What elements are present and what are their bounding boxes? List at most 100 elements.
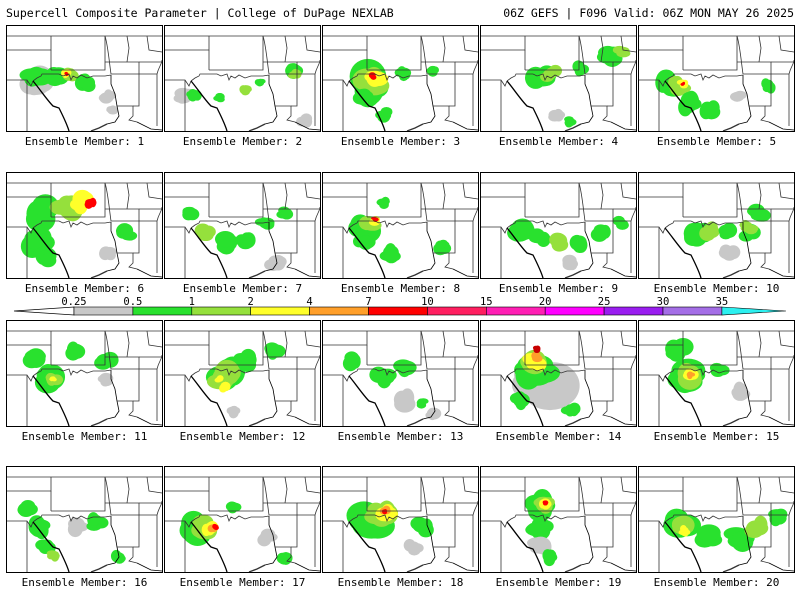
state-boundary-line (156, 59, 162, 75)
state-boundary-line (788, 354, 794, 370)
state-boundary-line (664, 80, 702, 131)
scp-contour-fill (97, 374, 111, 383)
scp-contour-fill (81, 80, 96, 92)
state-boundary-line (452, 416, 478, 426)
ensemble-map-panel (638, 466, 795, 573)
state-boundary-line (304, 182, 320, 200)
colorbar-tick-label: 15 (480, 297, 493, 308)
state-boundary-line (323, 79, 350, 87)
scp-contour-fill (352, 92, 366, 105)
scp-contour-fill (564, 118, 574, 128)
scp-field-map (165, 330, 320, 426)
state-boundary-line (442, 476, 446, 504)
state-boundary-line (481, 331, 526, 346)
state-boundary-line (269, 514, 298, 548)
state-boundary-line (348, 514, 428, 523)
scp-contour-fill (255, 79, 264, 87)
scp-contour-fill (187, 89, 199, 102)
state-boundary-line (481, 477, 526, 492)
state-boundary-line (736, 476, 744, 516)
scp-contour-fill (681, 527, 689, 537)
colorbar-tick-label: 0.25 (61, 297, 86, 308)
ensemble-member-label: Ensemble Member: 16 (21, 576, 148, 589)
state-boundary-line (433, 105, 454, 123)
ensemble-member-label: Ensemble Member: 17 (179, 576, 306, 589)
state-boundary-line (427, 73, 456, 107)
state-boundary-line (664, 227, 702, 278)
state-boundary-line (758, 330, 762, 358)
state-boundary-line (136, 562, 162, 572)
state-boundary-line (768, 121, 794, 131)
state-boundary-line (136, 121, 162, 131)
state-boundary-line (348, 521, 386, 572)
state-boundary-line (90, 123, 108, 131)
state-boundary-line (758, 35, 762, 63)
state-boundary-line (472, 206, 478, 222)
state-boundary-line (433, 400, 454, 418)
state-boundary-line (32, 80, 70, 131)
state-boundary-line (139, 220, 158, 273)
state-boundary-line (506, 73, 586, 82)
state-boundary-line (758, 476, 762, 504)
state-boundary-line (736, 330, 744, 370)
state-boundary-line (778, 35, 794, 53)
state-boundary-line (664, 73, 744, 82)
scp-field-map (165, 35, 320, 131)
ensemble-map-panel (638, 320, 795, 427)
ensemble-member-label: Ensemble Member: 18 (337, 576, 464, 589)
state-boundary-line (664, 514, 744, 523)
state-boundary-line (722, 564, 740, 572)
scp-contour-fill (395, 360, 412, 373)
state-boundary-line (427, 514, 456, 548)
scp-contour-fill (740, 224, 755, 233)
state-boundary-line (190, 375, 228, 426)
state-boundary-line (323, 226, 350, 234)
scp-contour-fill (227, 501, 237, 510)
state-boundary-line (275, 546, 296, 564)
state-boundary-line (104, 330, 112, 370)
state-boundary-line (209, 331, 264, 366)
colorbar-tick-label: 7 (365, 297, 371, 308)
ensemble-map-panel (480, 466, 637, 573)
state-boundary-line (165, 477, 210, 492)
state-boundary-line (768, 562, 794, 572)
ensemble-member-label: Ensemble Member: 1 (24, 135, 145, 148)
state-boundary-line (7, 79, 34, 87)
ensemble-member-label: Ensemble Member: 8 (340, 282, 461, 295)
state-boundary-line (7, 374, 34, 382)
state-boundary-line (165, 374, 192, 382)
state-boundary-line (51, 477, 106, 512)
scp-contour-fill (32, 196, 59, 218)
scp-field-map (323, 330, 478, 426)
state-boundary-line (743, 220, 772, 254)
state-boundary-line (564, 270, 582, 278)
state-boundary-line (32, 227, 70, 278)
state-boundary-line (248, 418, 266, 426)
ensemble-map-panel (322, 466, 479, 573)
state-boundary-line (455, 514, 474, 567)
state-boundary-line (367, 183, 422, 218)
scp-contour-fill (673, 515, 695, 535)
scp-contour-fill (595, 227, 609, 240)
state-boundary-line (165, 226, 192, 234)
ensemble-member-label: Ensemble Member: 13 (337, 430, 464, 443)
colorbar-tick-label: 0.5 (123, 297, 142, 308)
colorbar-tick-label: 2 (248, 297, 254, 308)
state-boundary-line (564, 564, 582, 572)
state-boundary-line (683, 36, 738, 71)
state-boundary-line (275, 252, 296, 270)
state-boundary-line (472, 354, 478, 370)
state-boundary-line (620, 182, 636, 200)
scp-contour-fill (194, 223, 211, 238)
scp-field-map (7, 35, 162, 131)
state-boundary-line (506, 227, 544, 278)
state-boundary-line (269, 220, 298, 254)
state-boundary-line (7, 331, 52, 346)
scp-field-map (165, 182, 320, 278)
state-boundary-line (32, 368, 112, 377)
state-boundary-line (771, 220, 790, 273)
state-boundary-line (525, 331, 580, 366)
scp-contour-fill (50, 376, 56, 381)
scp-contour-fill (283, 553, 293, 562)
state-boundary-line (348, 375, 386, 426)
